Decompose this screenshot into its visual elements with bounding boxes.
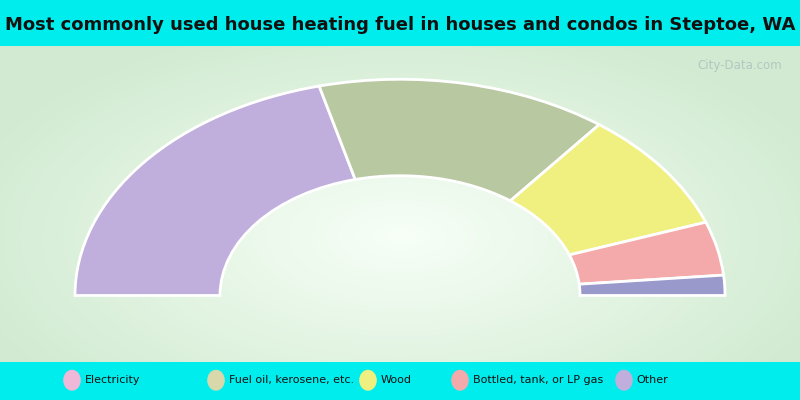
Text: Most commonly used house heating fuel in houses and condos in Steptoe, WA: Most commonly used house heating fuel in…: [5, 16, 795, 34]
Ellipse shape: [615, 370, 633, 391]
Text: Bottled, tank, or LP gas: Bottled, tank, or LP gas: [473, 375, 603, 385]
Text: City-Data.com: City-Data.com: [698, 59, 782, 72]
Text: Other: Other: [637, 375, 669, 385]
Ellipse shape: [63, 370, 81, 391]
Ellipse shape: [359, 370, 377, 391]
Text: Wood: Wood: [381, 375, 412, 385]
Text: Electricity: Electricity: [85, 375, 140, 385]
Wedge shape: [75, 86, 355, 296]
Wedge shape: [510, 125, 706, 255]
Wedge shape: [579, 275, 725, 296]
Text: Fuel oil, kerosene, etc.: Fuel oil, kerosene, etc.: [229, 375, 354, 385]
Wedge shape: [319, 79, 599, 201]
Ellipse shape: [451, 370, 469, 391]
Wedge shape: [570, 222, 723, 284]
Ellipse shape: [207, 370, 225, 391]
